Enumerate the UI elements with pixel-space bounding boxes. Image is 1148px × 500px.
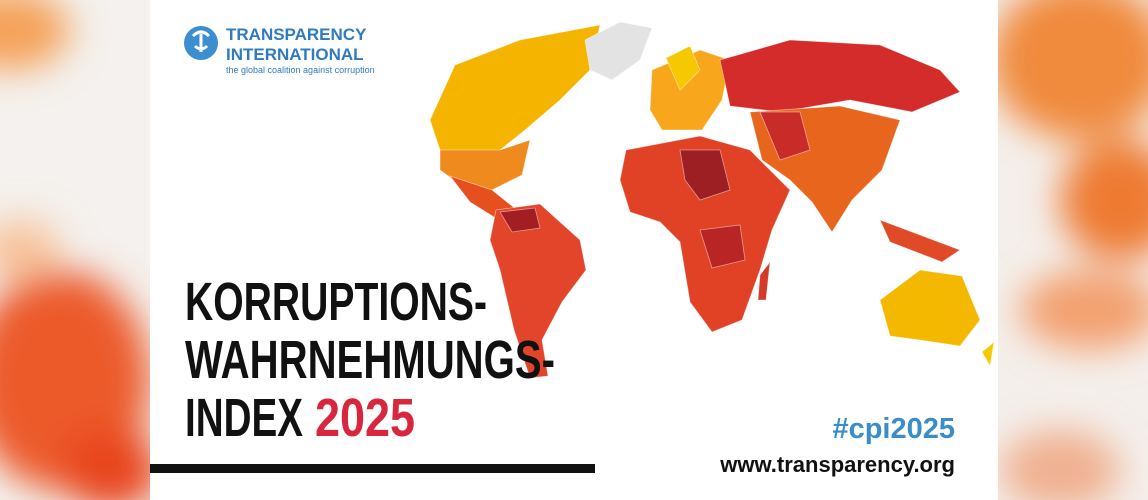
map-region [879, 219, 961, 263]
blur-shape [1020, 270, 1148, 350]
logo: TRANSPARENCY INTERNATIONAL the global co… [184, 25, 375, 75]
blur-shapes [0, 0, 150, 500]
logo-name: TRANSPARENCY [226, 25, 367, 44]
map-region [981, 341, 995, 368]
blur-shape [0, 0, 70, 70]
blur-shape [0, 220, 60, 280]
title-underline [150, 464, 595, 473]
map-region [584, 21, 653, 81]
map-region [719, 39, 961, 113]
left-blur-panel [0, 0, 150, 500]
map-region [759, 111, 811, 161]
blur-shape [1060, 140, 1148, 260]
blur-shape [1000, 430, 1120, 500]
blur-shapes [998, 0, 1148, 500]
title-year: 2025 [315, 388, 415, 448]
map-region [679, 149, 731, 201]
title-line: INDEX [185, 388, 303, 448]
map-region [489, 203, 587, 379]
title-line: WAHRNEHMUNGS- [185, 330, 555, 390]
hashtag: #cpi2025 [832, 413, 955, 445]
logo-figure [191, 30, 211, 52]
map-region [649, 49, 731, 131]
map-region [439, 139, 531, 191]
map-region [665, 45, 701, 91]
map-region [879, 269, 981, 347]
map-region [699, 224, 746, 269]
map-region [757, 260, 771, 301]
blur-shape [998, 0, 1148, 140]
map-region [499, 207, 541, 233]
title-line: KORRUPTIONS- [185, 272, 487, 332]
world-map [429, 21, 995, 379]
right-blur-panel [998, 0, 1148, 500]
logo-tagline: the global coalition against corruption [226, 65, 375, 75]
logo-name: INTERNATIONAL [226, 45, 364, 64]
blur-shape [60, 430, 150, 500]
website-url: www.transparency.org [719, 452, 955, 477]
